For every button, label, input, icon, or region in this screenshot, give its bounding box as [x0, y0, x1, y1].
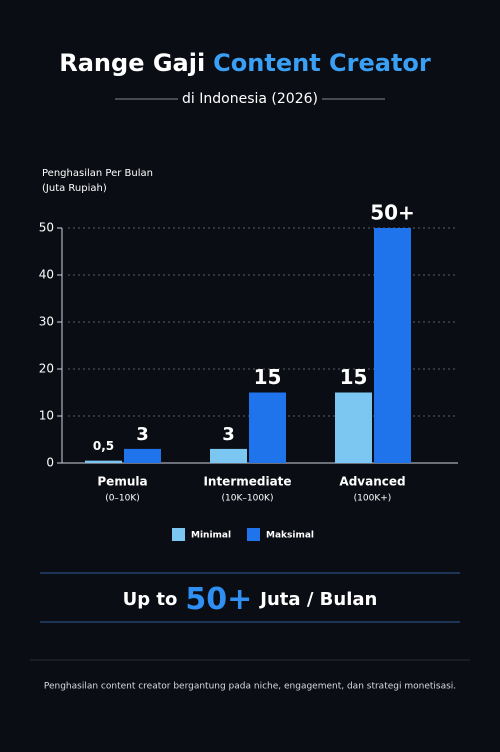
- y-axis-label: (Juta Rupiah): [42, 183, 107, 194]
- footnote: Penghasilan content creator bergantung p…: [44, 682, 456, 692]
- y-tick-label: 40: [39, 268, 54, 282]
- y-tick-label: 50: [39, 221, 54, 235]
- y-tick-label: 10: [39, 409, 54, 423]
- bar: [85, 460, 122, 463]
- legend-swatch: [172, 528, 185, 541]
- y-axis-label: Penghasilan Per Bulan: [42, 168, 153, 179]
- x-tick-note: (100K+): [354, 494, 392, 504]
- x-tick-label: Intermediate: [203, 475, 291, 489]
- y-tick-label: 20: [39, 362, 54, 376]
- bar: [335, 392, 372, 463]
- value-label: 15: [340, 365, 368, 389]
- x-tick-note: (0–10K): [105, 494, 140, 504]
- title: Range Gaji Content Creator: [59, 49, 431, 77]
- x-tick-note: (10K–100K): [222, 494, 274, 504]
- banner-prefix: Up to: [123, 589, 178, 610]
- value-label: 3: [136, 424, 149, 445]
- bar: [249, 392, 286, 463]
- x-tick-label: Advanced: [339, 475, 405, 489]
- subtitle: di Indonesia (2026): [182, 91, 318, 107]
- title-highlight: Content Creator: [213, 49, 431, 77]
- legend-label: Minimal: [191, 531, 231, 541]
- value-label: 3: [222, 424, 235, 445]
- bar: [374, 228, 411, 463]
- title-main: Range Gaji: [59, 49, 205, 77]
- value-label: 50+: [370, 201, 415, 225]
- value-label: 0,5: [93, 439, 114, 453]
- banner-highlight: 50+: [185, 582, 252, 617]
- legend-swatch: [247, 528, 260, 541]
- bar: [124, 448, 161, 463]
- value-label: 15: [254, 365, 282, 389]
- y-tick-label: 30: [39, 315, 54, 329]
- banner-suffix: Juta / Bulan: [258, 589, 377, 610]
- banner: Up to 50+ Juta / Bulan: [123, 582, 378, 617]
- y-tick-label: 0: [46, 456, 54, 470]
- legend-label: Maksimal: [266, 531, 314, 541]
- x-tick-label: Pemula: [97, 475, 147, 489]
- bar: [210, 448, 247, 463]
